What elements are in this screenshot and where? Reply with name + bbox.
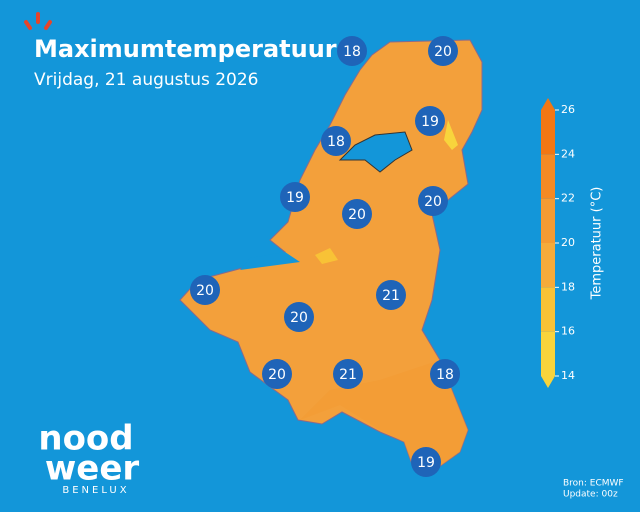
logo-rays	[24, 12, 52, 30]
legend-band	[541, 110, 555, 155]
city-bubble	[284, 302, 314, 332]
city-bubble	[415, 106, 445, 136]
city-temperature: 21	[382, 288, 400, 304]
title: Maximumtemperatuur	[34, 35, 337, 63]
subtitle: Vrijdag, 21 augustus 2026	[34, 70, 259, 90]
color-legend: 14 16 18 20 22 24 26	[541, 98, 575, 388]
city-bubble	[337, 36, 367, 66]
city-temperature: 20	[348, 207, 366, 223]
legend-tick-label: 26	[561, 103, 575, 116]
logo-line2: weer	[45, 449, 140, 489]
city-temperature: 20	[196, 283, 214, 299]
legend-band	[541, 287, 555, 332]
city-temperature: 18	[436, 367, 454, 383]
city-temperature: 20	[424, 194, 442, 210]
city-bubble	[342, 199, 372, 229]
city-temperature: 20	[268, 367, 286, 383]
legend-band	[541, 331, 555, 376]
legend-arrow-top	[541, 98, 555, 110]
city-bubble	[376, 280, 406, 310]
city-bubble	[418, 186, 448, 216]
legend-tick-label: 18	[561, 280, 575, 293]
update: Update: 00z	[563, 490, 618, 500]
land	[179, 39, 483, 473]
logo-tagline: BENELUX	[62, 485, 129, 496]
city-bubble	[333, 359, 363, 389]
legend-band	[541, 198, 555, 243]
legend-band	[541, 154, 555, 199]
city-bubble	[280, 182, 310, 212]
legend-tick-label: 22	[561, 192, 575, 205]
city-temperature: 18	[343, 44, 361, 60]
city-bubble	[430, 359, 460, 389]
city-temperature: 18	[327, 134, 345, 150]
legend-label: Temperatuur (°C)	[590, 187, 605, 301]
logo-line1: nood	[38, 419, 133, 459]
legend-arrow-bottom	[541, 376, 555, 388]
legend-band	[541, 243, 555, 288]
city-bubble	[190, 275, 220, 305]
legend-tick-label: 24	[561, 147, 575, 160]
city-bubble	[411, 447, 441, 477]
city-bubble	[262, 359, 292, 389]
legend-tick-label: 20	[561, 236, 575, 249]
city-temperature: 19	[286, 190, 304, 206]
legend-tick-label: 14	[561, 369, 575, 382]
city-labels: 18 20 19 18 19 20 20 20 21 20 20 21 18 19	[190, 36, 460, 477]
city-temperature: 21	[339, 367, 357, 383]
city-temperature: 20	[290, 310, 308, 326]
source: Bron: ECMWF	[563, 479, 624, 489]
city-bubble	[321, 126, 351, 156]
city-temperature: 20	[434, 44, 452, 60]
legend-tick-label: 16	[561, 325, 575, 338]
city-temperature: 19	[417, 455, 435, 471]
city-temperature: 19	[421, 114, 439, 130]
city-bubble	[428, 36, 458, 66]
